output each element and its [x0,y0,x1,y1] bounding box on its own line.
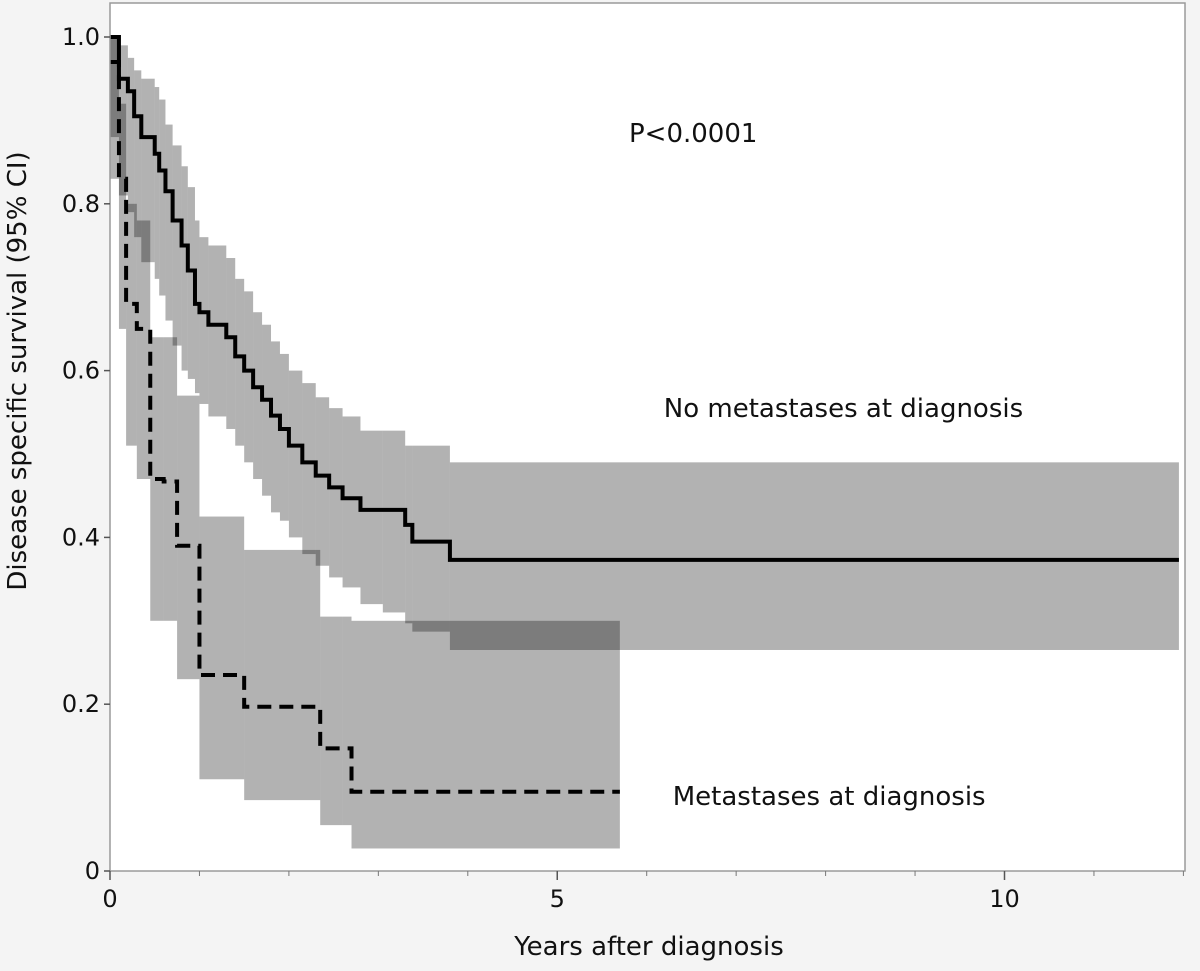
ci-band-segment [165,124,173,321]
ci-band-segment [302,383,316,555]
ci-band-segment [235,278,245,446]
y-axis-title: Disease specific survival (95% CI) [3,151,33,590]
ci-band-segment [208,245,227,417]
y-tick-label: 0.8 [62,190,100,218]
ci-band-segment [110,37,119,138]
confidence-bands [110,37,1179,849]
p-value-annotation: P<0.0001 [629,119,757,149]
y-tick-label: 1.0 [62,23,100,51]
ci-band-segment [329,408,343,578]
ci-band-segment [199,237,209,404]
ci-band-segment [118,45,128,196]
x-tick-label: 10 [989,885,1020,913]
ci-band-segment [253,312,263,480]
ci-band-segment [159,99,166,296]
ci-band-segment [163,337,178,621]
y-tick-label: 0.6 [62,357,100,385]
ci-band-segment [288,370,303,538]
ci-band-segment [141,78,155,263]
axes: 0 0.2 0.4 0.6 0.8 1.0 0 5 10 [62,23,1184,913]
y-tick-label: 0 [85,857,100,885]
ci-band-segment [136,220,151,480]
ci-band-segment [127,57,135,213]
ci-band-segment [244,549,321,801]
ci-band-segment [315,397,330,566]
x-tick-label: 0 [102,885,117,913]
ci-band-segment [412,445,450,632]
ci-band-segment [134,70,142,238]
ci-band-segment [226,258,236,429]
ci-band-segment [118,103,127,329]
ci-band-segment [382,430,406,613]
ci-band-segment [342,616,352,826]
ci-band-segment [320,616,343,826]
ci-band-segment [360,430,383,605]
ci-band-segment [405,445,413,624]
ci-band-segment [194,220,200,394]
y-tick-label: 0.4 [62,523,100,551]
ci-band-segment [177,395,200,680]
ci-band-segment [262,324,272,496]
survival-curves [110,35,1179,794]
annotations: P<0.0001 No metastases at diagnosis Metast… [629,119,1023,812]
ci-band-segment [181,166,188,371]
x-tick-label: 5 [550,885,565,913]
series-no-metastases-line [110,35,1179,562]
ci-band-segment [351,620,620,849]
ci-band-segment [126,203,137,446]
plot-frame [109,2,1186,872]
ci-band-segment [244,291,254,463]
y-tick-label: 0.2 [62,690,100,718]
ci-band-segment [271,341,280,513]
ci-band-segment [154,87,160,279]
x-axis-title: Years after diagnosis [513,932,784,962]
ci-band-segment [110,37,119,179]
ci-band-segment [187,187,195,379]
label-no-metastases-annotation: No metastases at diagnosis [664,394,1023,424]
ci-band-segment [449,462,1179,650]
ci-band-segment [342,416,361,588]
ci-band-segment [199,516,245,780]
label-metastases-annotation: Metastases at diagnosis [673,782,986,812]
ci-band-segment [279,353,289,521]
series-metastases-line [110,60,620,794]
ci-band-segment [172,145,182,346]
